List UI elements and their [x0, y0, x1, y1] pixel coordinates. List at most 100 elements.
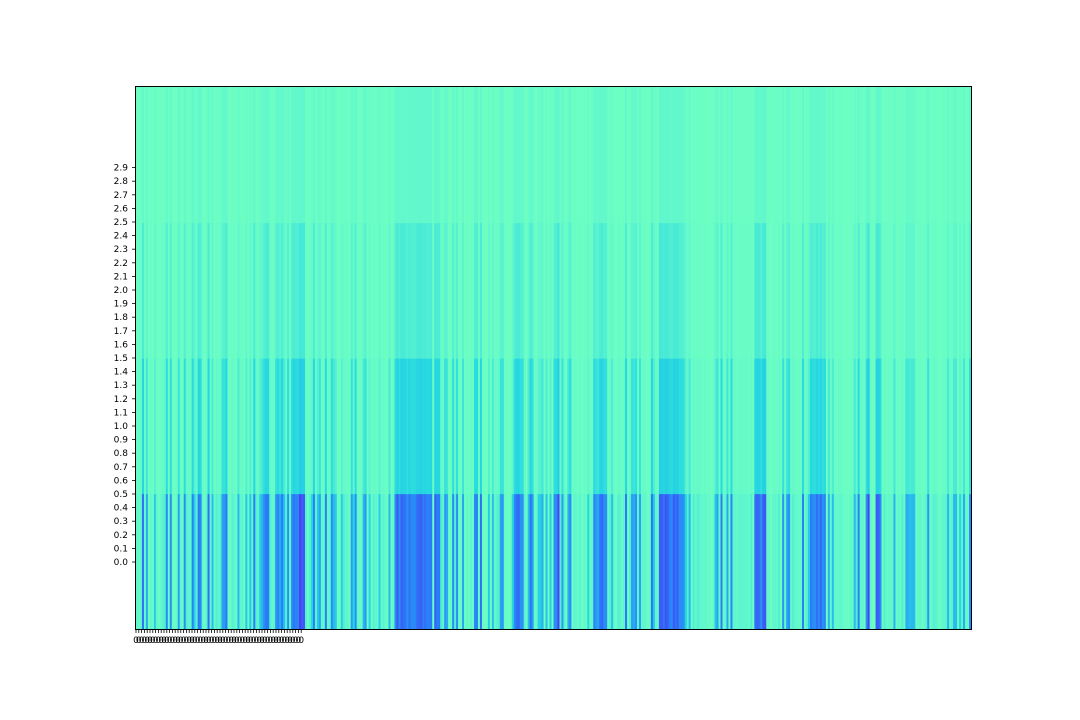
heatmap-cell	[615, 493, 618, 630]
heatmap-cell	[823, 493, 827, 630]
heatmap-cell	[732, 358, 736, 495]
heatmap-cell	[340, 493, 344, 630]
heatmap-cell	[507, 358, 511, 495]
heatmap-cell	[223, 87, 227, 224]
heatmap-cell	[646, 358, 650, 495]
x-tick-label: 0	[167, 636, 173, 646]
heatmap-cell	[939, 493, 942, 630]
heatmap-cell	[388, 358, 392, 495]
heatmap-cell	[923, 222, 926, 359]
heatmap-cell	[438, 87, 441, 224]
heatmap-cell	[718, 87, 722, 224]
heatmap-cell	[935, 493, 938, 630]
heatmap-cell	[664, 358, 668, 495]
heatmap-cell	[967, 358, 970, 495]
heatmap-cell	[471, 222, 475, 359]
heatmap-cell	[792, 87, 795, 224]
heatmap-cell	[722, 493, 726, 630]
heatmap-cell	[454, 87, 457, 224]
heatmap-cell	[734, 358, 738, 495]
heatmap-cell	[638, 493, 642, 630]
heatmap-cell	[442, 358, 445, 495]
heatmap-cell	[450, 358, 453, 495]
heatmap-cell	[648, 87, 652, 224]
heatmap-cell	[259, 358, 262, 495]
heatmap-cell	[833, 87, 837, 224]
heatmap-cell	[344, 87, 348, 224]
heatmap-cell	[297, 358, 300, 495]
heatmap-cell	[738, 87, 741, 224]
heatmap-cell	[342, 87, 346, 224]
heatmap-cell	[853, 358, 857, 495]
heatmap-cell	[177, 222, 181, 359]
heatmap-cell	[565, 87, 569, 224]
heatmap-cell	[754, 493, 757, 630]
heatmap-cell	[738, 493, 741, 630]
heatmap-cell	[915, 358, 918, 495]
heatmap-cell	[865, 87, 869, 224]
heatmap-cell	[778, 493, 781, 630]
heatmap-cell	[466, 358, 469, 495]
heatmap-cell	[722, 87, 726, 224]
heatmap-cell	[410, 222, 413, 359]
heatmap-cell	[151, 222, 155, 359]
heatmap-cell	[817, 493, 821, 630]
heatmap-cell	[402, 222, 405, 359]
heatmap-cell	[915, 222, 918, 359]
heatmap-cell	[541, 222, 545, 359]
heatmap-cell	[726, 358, 730, 495]
heatmap-cell	[549, 222, 553, 359]
heatmap-cell	[487, 222, 491, 359]
heatmap-cell	[299, 493, 302, 630]
heatmap-cell	[404, 222, 407, 359]
heatmap-cell	[434, 358, 437, 495]
heatmap-cell	[903, 358, 906, 495]
heatmap-cell	[529, 358, 533, 495]
heatmap-cell	[625, 222, 628, 359]
heatmap-cell	[579, 358, 582, 495]
heatmap-cell	[943, 493, 946, 630]
heatmap-cell	[837, 493, 841, 630]
heatmap-cell	[915, 87, 918, 224]
heatmap-cell	[591, 493, 594, 630]
heatmap-cell	[535, 87, 539, 224]
heatmap-cell	[716, 222, 720, 359]
heatmap-cell	[209, 87, 213, 224]
heatmap-cell	[710, 493, 714, 630]
heatmap-cell	[642, 493, 646, 630]
heatmap-cell	[285, 493, 288, 630]
heatmap-cell	[627, 87, 630, 224]
heatmap-cell	[875, 358, 879, 495]
heatmap-cell	[640, 358, 644, 495]
heatmap-cell	[662, 358, 666, 495]
y-tick-label: 0.1	[114, 544, 128, 554]
heatmap-cell	[316, 358, 320, 495]
heatmap-cell	[802, 358, 805, 495]
heatmap-cell	[776, 87, 779, 224]
heatmap-cell	[613, 493, 616, 630]
heatmap-cell	[875, 87, 879, 224]
heatmap-cell	[609, 493, 612, 630]
heatmap-cell	[589, 358, 592, 495]
heatmap-cell	[360, 358, 364, 495]
heatmap-cell	[682, 87, 686, 224]
heatmap-cell	[418, 222, 421, 359]
heatmap-cell	[515, 87, 519, 224]
heatmap-cell	[947, 87, 950, 224]
heatmap-cell	[545, 358, 549, 495]
heatmap-cell	[406, 358, 409, 495]
heatmap-cell	[505, 493, 509, 630]
heatmap-cell	[155, 87, 159, 224]
heatmap-cell	[147, 222, 151, 359]
heatmap-cell	[348, 493, 352, 630]
heatmap-cell	[495, 222, 499, 359]
heatmap-cell	[845, 87, 849, 224]
heatmap-cell	[754, 87, 757, 224]
heatmap-cell	[468, 222, 471, 359]
heatmap-cell	[732, 222, 736, 359]
heatmap-cell	[704, 87, 708, 224]
heatmap-cell	[402, 87, 405, 224]
heatmap-cell	[714, 222, 718, 359]
heatmap-cell	[963, 87, 966, 224]
heatmap-cell	[698, 87, 702, 224]
